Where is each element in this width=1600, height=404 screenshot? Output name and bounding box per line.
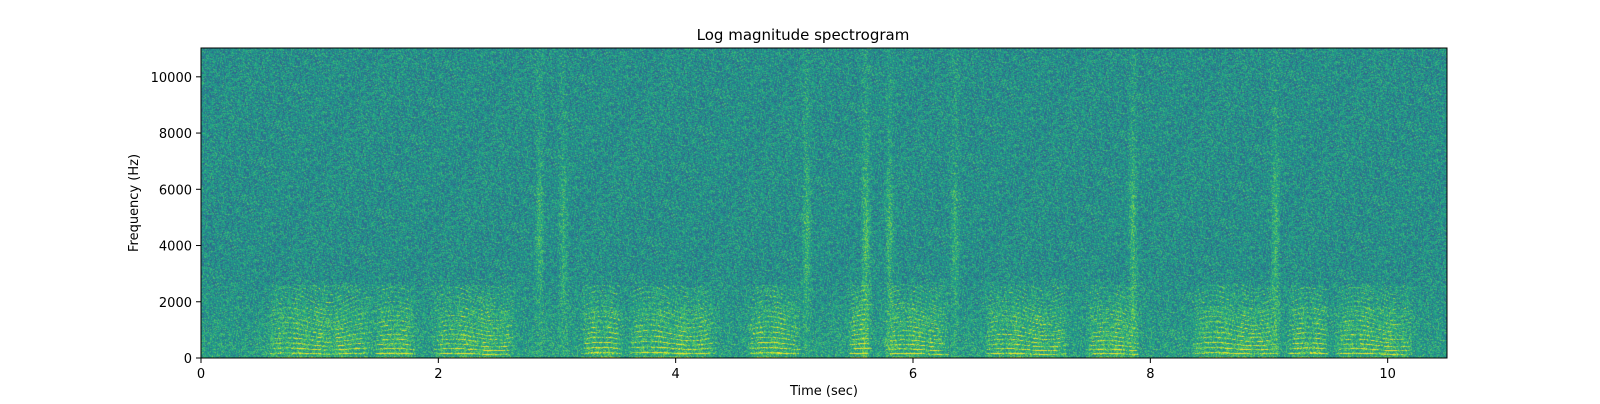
y-tick-label: 4000 (159, 240, 192, 255)
y-tick-label: 2000 (159, 296, 192, 311)
x-tick-label: 0 (197, 367, 205, 382)
x-axis-ticks: 0 2 4 6 8 10 (197, 358, 1396, 382)
y-axis-ticks: 0 2000 4000 6000 8000 10000 (151, 71, 201, 367)
x-tick-label: 4 (672, 367, 680, 382)
x-tick-label: 6 (909, 367, 917, 382)
y-tick-label: 8000 (159, 127, 192, 142)
chart-title: Log magnitude spectrogram (697, 26, 910, 44)
y-tick-label: 0 (184, 352, 192, 367)
plot-frame (200, 47, 1448, 359)
y-tick-label: 6000 (159, 183, 192, 198)
y-axis-label: Frequency (Hz) (127, 154, 142, 252)
y-tick-label: 10000 (151, 71, 192, 86)
spectrogram-heatmap (201, 48, 1447, 358)
x-tick-label: 8 (1146, 367, 1154, 382)
x-tick-label: 2 (434, 367, 442, 382)
x-axis-label: Time (sec) (789, 384, 858, 399)
x-tick-label: 10 (1379, 367, 1396, 382)
